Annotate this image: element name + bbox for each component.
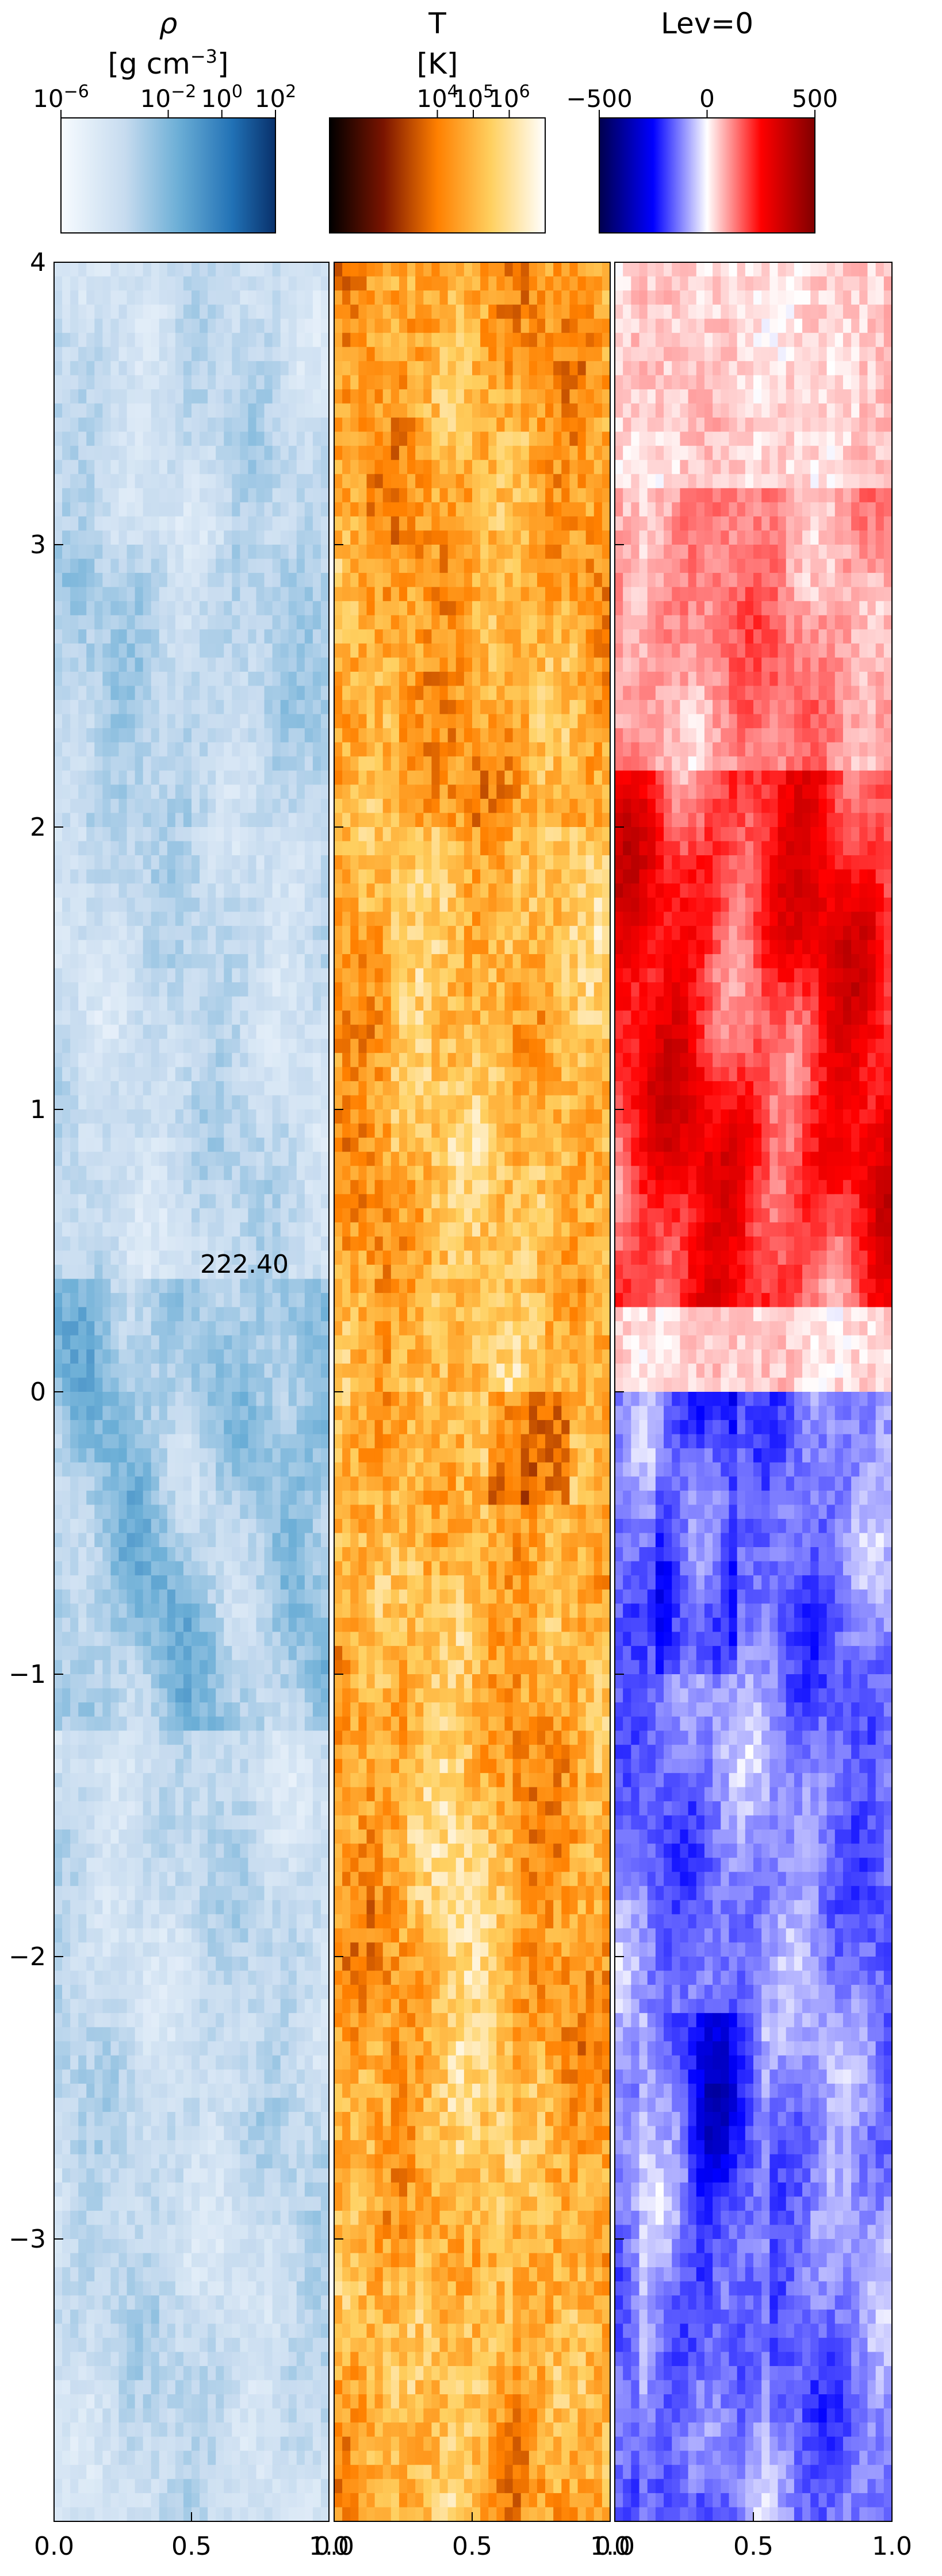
colorbar-gradient [329, 117, 546, 234]
colorbar-blues: ρ [g cm−3] 10−6 10−2 100 102 [33, 7, 297, 234]
y-tick-label: −1 [9, 1660, 46, 1689]
axis-frame-velocity: 0.0 0.5 1.0 [595, 262, 912, 2561]
colorbar-tick-label: 106 [488, 82, 530, 113]
colorbar-tick-label: 104 [416, 82, 458, 113]
panel-temperature [334, 262, 610, 2521]
colorbar-title: T [428, 7, 446, 40]
y-tick-label: −3 [9, 2225, 46, 2254]
colorbar-tick-label: 0 [699, 85, 715, 113]
colorbar-tick-label: 100 [201, 82, 243, 113]
colorbar-seismic: Lev=0 −500 0 500 [566, 7, 838, 234]
x-tick-label: 0.0 [595, 2532, 635, 2561]
x-tick-label: 0.5 [171, 2532, 212, 2561]
x-tick-label: 0.0 [314, 2532, 354, 2561]
colorbar-tick-label: −500 [566, 85, 632, 113]
colorbar-tick-label: 10−2 [140, 82, 197, 113]
x-tick-label: 0.0 [34, 2532, 74, 2561]
y-tick-label: 1 [30, 1095, 46, 1124]
colorbar-tick-label: 105 [453, 82, 495, 113]
y-tick-label: 2 [30, 813, 46, 842]
colorbar-gradient [60, 117, 276, 234]
colorbar-gradient [599, 117, 815, 234]
panel-density [54, 262, 329, 2521]
colorbar-unit: [g cm−3] [108, 45, 228, 81]
y-tick-label: 0 [30, 1377, 46, 1407]
y-tick-label: 4 [30, 248, 46, 277]
heatmap-panels [54, 262, 892, 2521]
axis-frame-temperature: 0.0 0.5 1.0 [314, 262, 630, 2561]
y-tick-label: 3 [30, 530, 46, 560]
colorbar-unit: [K] [417, 47, 458, 81]
colorbar-title: ρ [159, 7, 178, 40]
colorbar-tick-label: 10−6 [33, 82, 89, 113]
x-tick-label: 1.0 [309, 2532, 349, 2561]
panel-velocity [615, 262, 892, 2521]
colorbar-tick-label: 102 [255, 82, 297, 113]
x-tick-label: 1.0 [872, 2532, 912, 2561]
colorbar-tick-label: 500 [792, 85, 838, 113]
time-annotation: 222.40 [200, 1250, 289, 1279]
colorbar-title: Lev=0 [661, 7, 753, 40]
x-tick-label: 0.5 [452, 2532, 492, 2561]
y-tick-label: −2 [9, 1942, 46, 1972]
axis-frame-density: 4 3 2 1 0 −1 −2 −3 0.0 0.5 1.0 [9, 248, 349, 2561]
x-tick-label: 0.5 [733, 2532, 773, 2561]
x-tick-label: 1.0 [590, 2532, 630, 2561]
